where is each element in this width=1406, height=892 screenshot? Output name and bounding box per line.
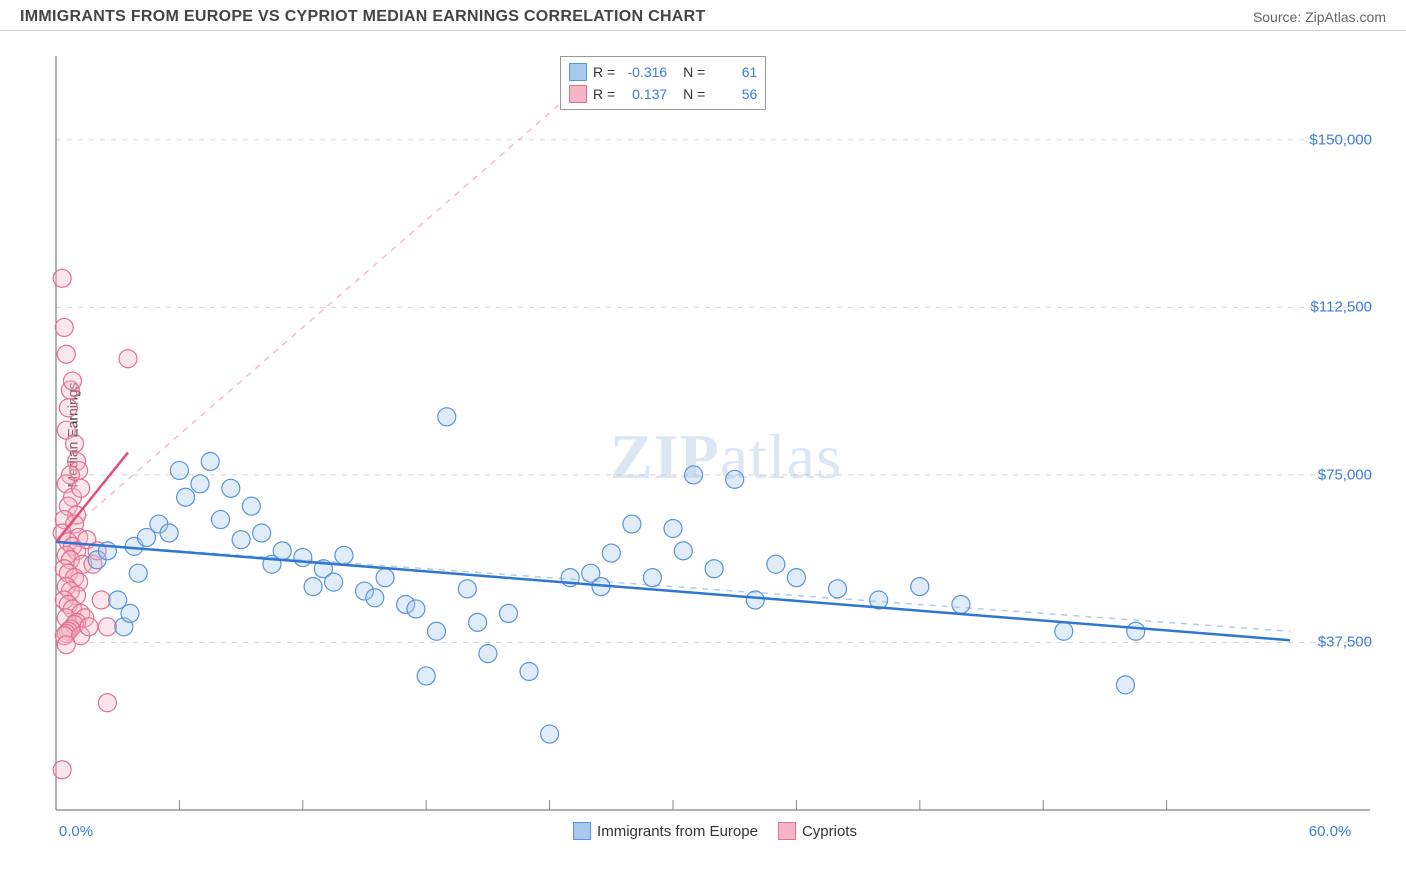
legend-swatch-europe	[569, 63, 587, 81]
legend-label-cypriots: Cypriots	[802, 823, 857, 840]
y-tick-label: $150,000	[1309, 131, 1372, 148]
legend-item-cypriots: Cypriots	[778, 822, 857, 840]
n-label: N =	[683, 86, 705, 102]
legend-swatch-europe	[573, 822, 591, 840]
n-value-cypriots: 56	[711, 86, 757, 102]
legend-row-cypriots: R = 0.137 N = 56	[569, 83, 757, 105]
legend-swatch-cypriots	[569, 85, 587, 103]
r-value-cypriots: 0.137	[621, 86, 667, 102]
scatter-plot	[50, 50, 1380, 820]
legend-swatch-cypriots	[778, 822, 796, 840]
y-tick-label: $112,500	[1311, 299, 1372, 316]
y-tick-label: $75,000	[1318, 466, 1372, 483]
chart-source: Source: ZipAtlas.com	[1253, 9, 1386, 25]
chart-area: Median Earnings R = -0.316 N = 61 R = 0.…	[50, 50, 1380, 820]
legend-row-europe: R = -0.316 N = 61	[569, 61, 757, 83]
n-value-europe: 61	[711, 64, 757, 80]
chart-title: IMMIGRANTS FROM EUROPE VS CYPRIOT MEDIAN…	[20, 8, 706, 26]
chart-header: IMMIGRANTS FROM EUROPE VS CYPRIOT MEDIAN…	[0, 0, 1406, 31]
r-label: R =	[593, 64, 615, 80]
x-tick-label: 0.0%	[59, 823, 93, 840]
n-label: N =	[683, 64, 705, 80]
series-legend: Immigrants from Europe Cypriots	[573, 822, 857, 840]
legend-label-europe: Immigrants from Europe	[597, 823, 758, 840]
r-value-europe: -0.316	[621, 64, 667, 80]
y-tick-label: $37,500	[1318, 634, 1372, 651]
correlation-legend: R = -0.316 N = 61 R = 0.137 N = 56	[560, 56, 766, 110]
x-tick-label: 60.0%	[1309, 823, 1352, 840]
r-label: R =	[593, 86, 615, 102]
legend-item-europe: Immigrants from Europe	[573, 822, 758, 840]
